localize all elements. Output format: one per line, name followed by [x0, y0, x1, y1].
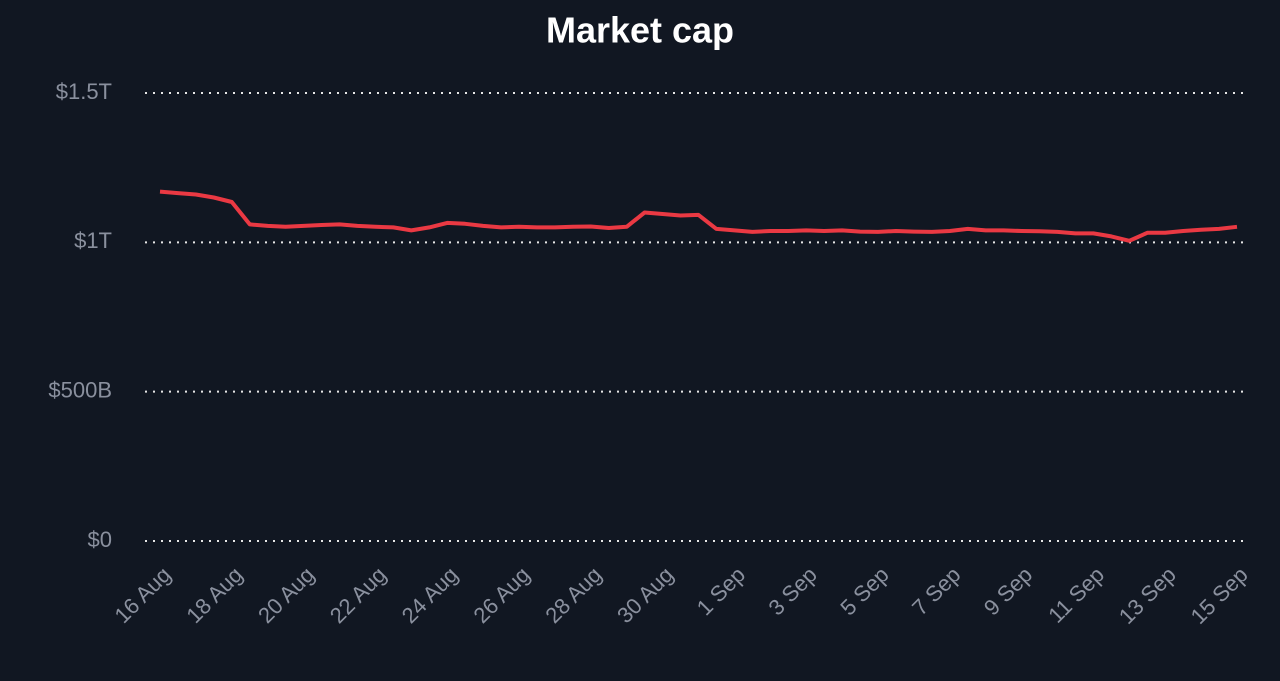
x-tick-label: 24 Aug — [397, 562, 463, 628]
x-tick-label: 20 Aug — [253, 562, 319, 628]
x-tick-label: 9 Sep — [979, 562, 1037, 620]
x-tick-label: 30 Aug — [612, 562, 678, 628]
x-tick-label: 28 Aug — [540, 562, 606, 628]
line — [159, 189, 1238, 243]
x-tick-label: 18 Aug — [181, 562, 247, 628]
x-tick-label: 13 Sep — [1114, 562, 1181, 629]
x-tick-label: 16 Aug — [110, 562, 176, 628]
x-tick-label: 22 Aug — [325, 562, 391, 628]
x-tick-label: 11 Sep — [1043, 562, 1109, 628]
x-tick-label: 1 Sep — [692, 562, 750, 620]
x-tick-label: 26 Aug — [469, 562, 535, 628]
y-tick-label: $1.5T — [56, 79, 112, 104]
chart-title: Market cap — [546, 10, 734, 51]
x-tick-label: 3 Sep — [764, 562, 822, 620]
x-tick-label: 15 Sep — [1186, 562, 1253, 629]
y-tick-label: $0 — [88, 527, 112, 552]
x-tick-label: 5 Sep — [835, 562, 893, 620]
y-tick-label: $1T — [74, 228, 112, 253]
x-tick-label: 7 Sep — [907, 562, 965, 620]
y-tick-label: $500B — [48, 377, 112, 402]
